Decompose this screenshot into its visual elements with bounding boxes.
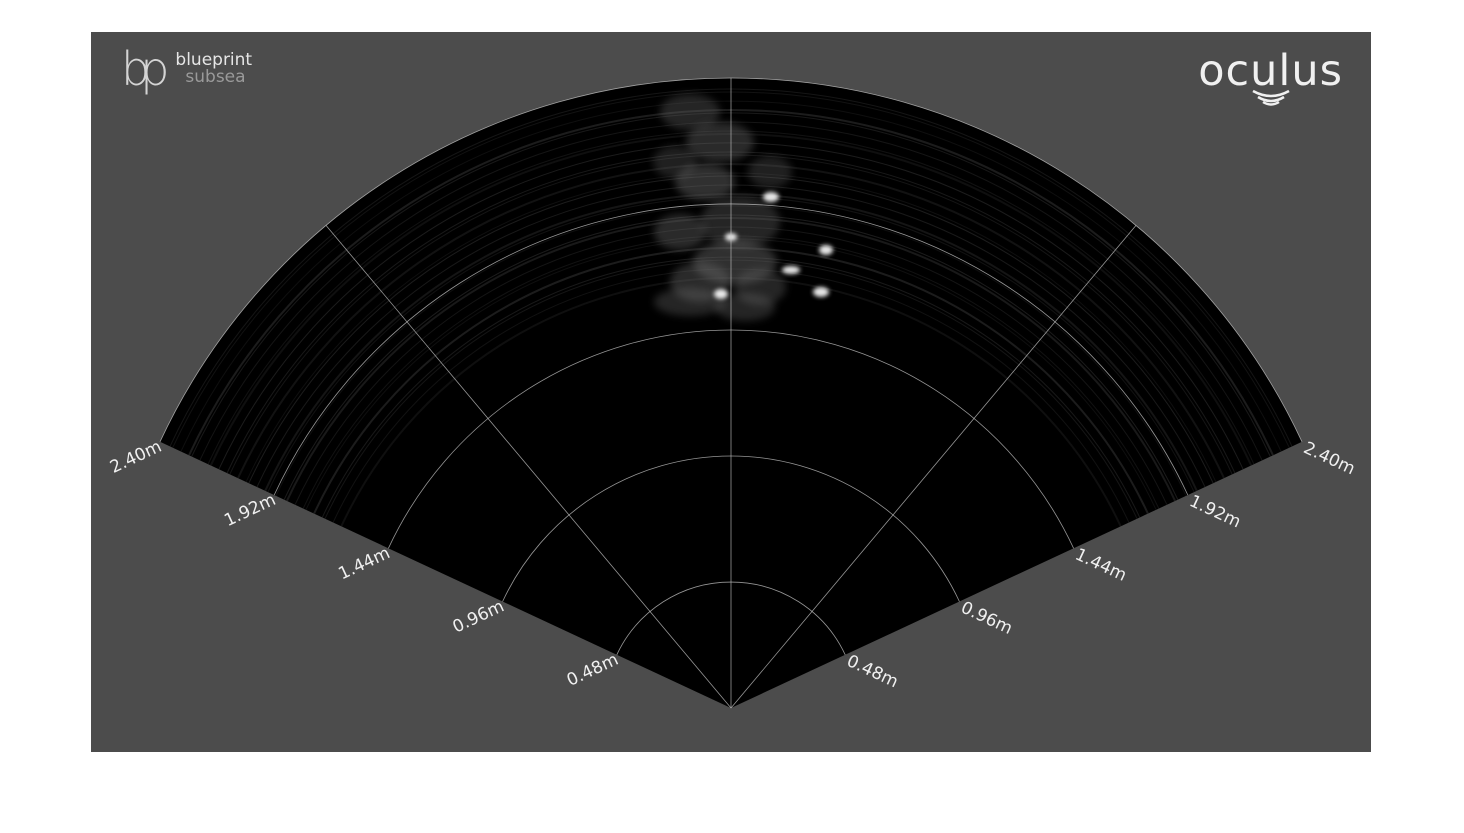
range-label-right: 0.48m bbox=[843, 651, 901, 692]
bp-logo-mark: bp bbox=[121, 42, 170, 96]
range-label-right: 1.92m bbox=[1186, 491, 1244, 532]
echo-hotspot bbox=[763, 192, 779, 202]
echo-blob bbox=[686, 122, 754, 162]
sonar-display-panel: 0.48m 0.48m 0.96m 0.96m 1.44m 1.44m 1.92m 1.92m… bbox=[91, 32, 1371, 752]
echo-hotspot bbox=[714, 289, 728, 299]
logo-text-blueprint: blueprint bbox=[175, 50, 253, 70]
range-label-left: 1.92m bbox=[221, 490, 279, 531]
range-label-right: 1.44m bbox=[1072, 545, 1130, 586]
sound-wave-icon bbox=[1251, 89, 1290, 106]
range-label-left: 2.40m bbox=[107, 437, 165, 478]
echo-blob bbox=[654, 214, 706, 250]
range-label-left: 0.96m bbox=[450, 596, 508, 637]
echo-hotspot bbox=[782, 266, 800, 274]
range-label-left: 0.48m bbox=[564, 650, 622, 691]
logo-text-oculus: oculus bbox=[1198, 46, 1343, 96]
oculus-logo: oculus bbox=[1198, 50, 1343, 107]
blueprint-subsea-logo: bp blueprint subsea bbox=[121, 46, 252, 92]
sonar-fan-view[interactable]: 0.48m 0.48m 0.96m 0.96m 1.44m 1.44m 1.92m 1.92m… bbox=[91, 32, 1371, 752]
echo-blob bbox=[748, 156, 792, 188]
echo-hotspot bbox=[813, 287, 829, 297]
echo-blob bbox=[653, 146, 697, 178]
bearing-line bbox=[730, 225, 1137, 709]
echo-blob bbox=[660, 94, 720, 130]
logo-text-subsea: subsea bbox=[185, 67, 246, 87]
range-label-right: 0.96m bbox=[958, 598, 1016, 639]
echo-blob bbox=[715, 293, 775, 321]
range-label-left: 1.44m bbox=[335, 543, 393, 584]
bearing-line bbox=[325, 225, 732, 709]
echo-blob bbox=[700, 196, 780, 248]
range-label-right: 2.40m bbox=[1300, 438, 1358, 479]
sonar-grid bbox=[159, 77, 1303, 709]
echo-hotspot bbox=[819, 245, 833, 255]
echo-blob bbox=[654, 288, 726, 316]
